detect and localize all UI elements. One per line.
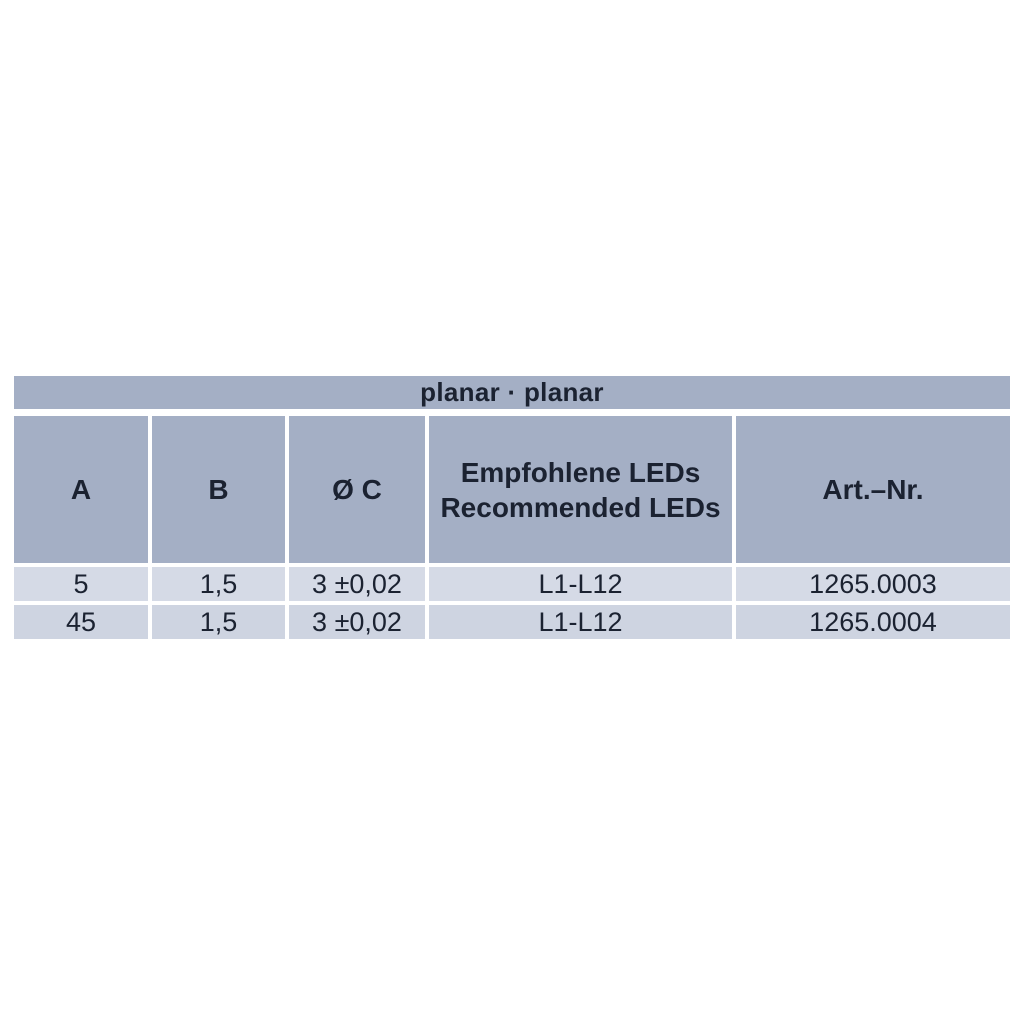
table-cell-b-row1: 1,5 <box>152 567 285 601</box>
header-leds-line-en: Recommended LEDs <box>440 491 721 523</box>
table-cell-a-row2: 45 <box>14 605 148 639</box>
table-cell-artnr-row2: 1265.0004 <box>736 605 1010 639</box>
table-cell-a-row1: 5 <box>14 567 148 601</box>
column-header-diameter-c: Ø C <box>289 416 425 563</box>
table-cell-c-row1: 3 ±0,02 <box>289 567 425 601</box>
table-title: planar · planar <box>14 376 1010 409</box>
column-header-recommended-leds: Empfohlene LEDs Recommended LEDs <box>429 416 732 563</box>
table-cell-leds-row1: L1-L12 <box>429 567 732 601</box>
table-cell-artnr-row1: 1265.0003 <box>736 567 1010 601</box>
column-header-b: B <box>152 416 285 563</box>
column-header-a: A <box>14 416 148 563</box>
product-table: planar · planar A B Ø C Empfohlene LEDs … <box>14 376 1010 639</box>
table-cell-c-row2: 3 ±0,02 <box>289 605 425 639</box>
table-cell-b-row2: 1,5 <box>152 605 285 639</box>
column-header-artnr: Art.–Nr. <box>736 416 1010 563</box>
header-leds-line-de: Empfohlene LEDs <box>460 456 701 488</box>
table-cell-leds-row2: L1-L12 <box>429 605 732 639</box>
table-grid: A B Ø C Empfohlene LEDs Recommended LEDs… <box>14 416 1010 639</box>
